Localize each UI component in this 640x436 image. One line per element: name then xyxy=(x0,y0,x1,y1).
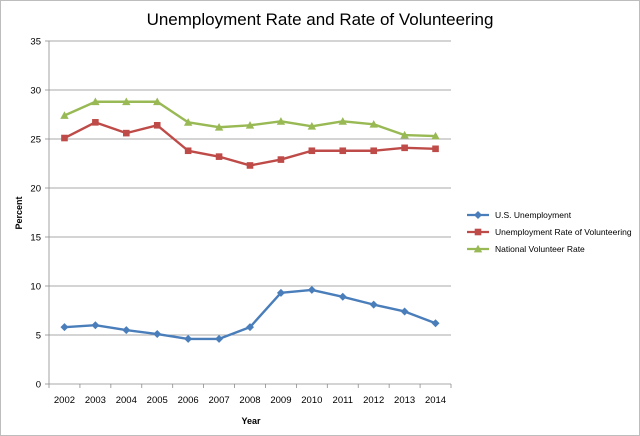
data-point-square xyxy=(432,145,439,153)
legend-item: Unemployment Rate of Volunteering xyxy=(467,227,632,237)
series-group xyxy=(60,97,440,343)
data-point-diamond xyxy=(122,326,131,335)
x-tick-label: 2011 xyxy=(333,395,353,406)
x-tick-label: 2008 xyxy=(239,395,260,406)
y-tick-label: 30 xyxy=(30,86,41,97)
data-point-diamond xyxy=(215,334,224,343)
legend: U.S. Unemployment Unemployment Rate of Vo… xyxy=(467,210,632,254)
y-tick-label: 5 xyxy=(36,331,41,342)
data-point-triangle xyxy=(473,244,483,253)
data-point-triangle xyxy=(91,97,100,106)
data-point-triangle xyxy=(122,97,131,106)
data-point-triangle xyxy=(245,121,255,129)
series-2 xyxy=(61,119,439,169)
x-tick-label: 2010 xyxy=(301,395,322,406)
data-point-square xyxy=(215,153,223,160)
data-point-triangle xyxy=(60,111,69,119)
data-point-square xyxy=(61,134,68,142)
data-point-diamond xyxy=(60,323,69,332)
x-tick-label: 2003 xyxy=(85,395,106,406)
data-point-square xyxy=(401,144,408,152)
gridlines xyxy=(49,40,451,336)
legend-item: National Volunteer Rate xyxy=(467,244,585,254)
y-tick-label: 0 xyxy=(36,380,41,391)
data-point-triangle xyxy=(400,130,409,139)
series-3 xyxy=(60,97,440,140)
data-point-diamond xyxy=(400,307,409,316)
x-tick-label: 2009 xyxy=(270,395,291,406)
y-tick-label: 35 xyxy=(30,37,41,48)
y-tick-label: 15 xyxy=(30,233,41,244)
x-tick-label: 2005 xyxy=(147,395,168,406)
x-tick-label: 2002 xyxy=(54,395,75,406)
y-tick-label: 20 xyxy=(30,184,41,195)
legend-label: National Volunteer Rate xyxy=(495,244,585,254)
data-point-triangle xyxy=(338,117,347,125)
data-point-diamond xyxy=(338,292,347,301)
y-axis-ticks: 0 5 10 15 20 25 30 35 xyxy=(30,37,49,391)
data-point-square xyxy=(339,147,347,155)
x-tick-label: 2004 xyxy=(116,395,137,406)
data-point-triangle xyxy=(153,97,162,106)
legend-item: U.S. Unemployment xyxy=(467,210,572,220)
data-point-triangle xyxy=(431,131,440,140)
legend-label: U.S. Unemployment xyxy=(495,210,572,220)
y-tick-label: 25 xyxy=(30,135,41,146)
data-point-square xyxy=(123,129,130,137)
data-point-diamond xyxy=(184,334,193,343)
data-point-square xyxy=(308,147,316,155)
x-axis-label: Year xyxy=(241,416,261,426)
x-tick-label: 2006 xyxy=(178,395,199,406)
data-point-diamond xyxy=(474,211,482,219)
data-point-triangle xyxy=(276,117,286,125)
y-axis-label: Percent xyxy=(14,196,24,229)
y-tick-label: 10 xyxy=(30,282,41,293)
data-point-diamond xyxy=(246,323,254,332)
data-point-diamond xyxy=(276,288,285,297)
data-point-triangle xyxy=(214,123,224,131)
data-point-square xyxy=(92,119,99,126)
x-tick-label: 2013 xyxy=(394,395,415,406)
x-tick-label: 2007 xyxy=(209,395,230,406)
series-line xyxy=(63,121,436,167)
x-axis-ticks: 2002 2003 2004 2005 2006 2007 2008 2009 2010 2011… xyxy=(48,384,452,406)
data-point-triangle xyxy=(369,120,378,128)
x-tick-label: 2014 xyxy=(425,395,446,406)
data-point-diamond xyxy=(369,300,378,309)
data-point-diamond xyxy=(307,285,316,294)
data-point-square xyxy=(246,162,254,169)
legend-label: Unemployment Rate of Volunteering xyxy=(495,227,632,237)
data-point-square xyxy=(277,156,285,163)
series-line xyxy=(64,288,436,341)
data-point-square xyxy=(184,147,192,155)
data-point-square xyxy=(153,121,161,129)
series-1 xyxy=(60,285,440,343)
data-point-triangle xyxy=(307,122,317,130)
data-point-diamond xyxy=(431,319,440,328)
data-point-diamond xyxy=(91,321,100,330)
data-point-square xyxy=(474,228,482,236)
data-point-diamond xyxy=(153,330,162,339)
data-point-triangle xyxy=(183,118,193,126)
x-tick-label: 2012 xyxy=(363,395,384,406)
chart-title: Unemployment Rate and Rate of Volunteeri… xyxy=(147,10,494,29)
data-point-square xyxy=(370,147,377,155)
